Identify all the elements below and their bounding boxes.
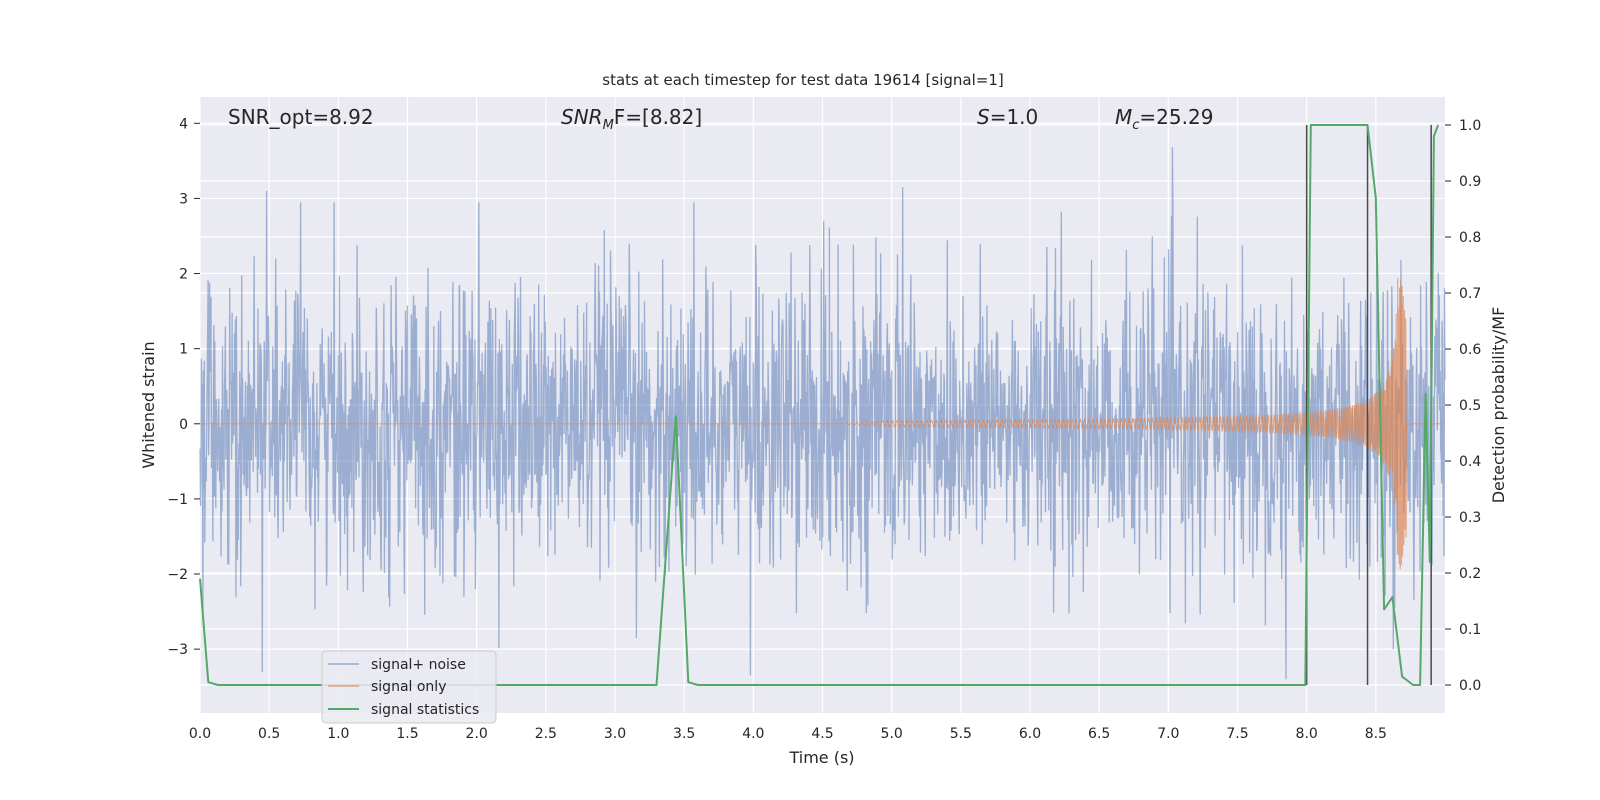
y-tick-label-left: −2 xyxy=(167,567,188,583)
x-tick-label: 4.5 xyxy=(811,726,833,742)
line-signal-plus-noise xyxy=(199,147,1446,680)
legend-label-signal: signal only xyxy=(371,679,446,695)
y-tick-label-left: 1 xyxy=(179,342,188,358)
x-tick-label: 5.0 xyxy=(881,726,903,742)
y-tick-label-right: 0.8 xyxy=(1459,230,1481,246)
y-tick-label-left: 0 xyxy=(179,417,188,433)
y-tick-label-left: −3 xyxy=(167,642,188,658)
x-tick-label: 8.0 xyxy=(1296,726,1318,742)
left-axis-ticks: 4 3 2 1 0 −1 −2 −3 xyxy=(167,116,200,658)
y-tick-label-right: 0.3 xyxy=(1459,510,1481,526)
x-tick-label: 3.5 xyxy=(673,726,695,742)
y-tick-label-right: 0.1 xyxy=(1459,622,1481,638)
y-tick-label-right: 0.7 xyxy=(1459,286,1481,302)
legend-label-statistics: signal statistics xyxy=(371,702,479,718)
legend-box xyxy=(321,650,497,724)
x-tick-label: 2.5 xyxy=(535,726,557,742)
annotation-mc: Mc=25.29 xyxy=(1115,105,1213,133)
series-signal-plus-noise xyxy=(199,147,1446,680)
series-signal-statistics xyxy=(199,124,1440,686)
line-signal-only xyxy=(200,278,1445,570)
y-tick-label-left: 4 xyxy=(179,116,188,132)
x-axis-label: Time (s) xyxy=(788,748,854,767)
y-tick-label-left: −1 xyxy=(167,492,188,508)
x-tick-label: 1.5 xyxy=(396,726,418,742)
annotation-snr-mf: SNRMF=[8.82] xyxy=(561,105,702,133)
x-tick-label: 3.0 xyxy=(604,726,626,742)
x-tick-label: 6.0 xyxy=(1019,726,1041,742)
x-tick-label: 0.0 xyxy=(189,726,211,742)
legend: signal+ noise signal only signal statist… xyxy=(321,650,497,724)
y-tick-label-right: 1.0 xyxy=(1459,118,1481,134)
x-tick-label: 0.5 xyxy=(258,726,280,742)
x-tick-label: 8.5 xyxy=(1365,726,1387,742)
y-tick-label-left: 2 xyxy=(179,267,188,283)
chart-title: stats at each timestep for test data 196… xyxy=(602,71,1003,89)
legend-label-noise: signal+ noise xyxy=(371,657,466,673)
line-signal-statistics xyxy=(199,124,1440,686)
y-tick-label-right: 0.6 xyxy=(1459,342,1481,358)
y-tick-label-right: 0.2 xyxy=(1459,566,1481,582)
y-tick-label-right: 0.0 xyxy=(1459,678,1481,694)
y-tick-label-right: 0.5 xyxy=(1459,398,1481,414)
x-tick-label: 6.5 xyxy=(1088,726,1110,742)
y-axis-label-right: Detection probability/MF xyxy=(1489,307,1508,504)
y-tick-label-right: 0.4 xyxy=(1459,454,1481,470)
x-tick-label: 5.5 xyxy=(950,726,972,742)
right-axis-ticks: 1.0 0.9 0.8 0.7 0.6 0.5 0.4 0.3 0.2 0.1 0.0 xyxy=(1445,118,1481,694)
x-tick-label: 7.5 xyxy=(1226,726,1248,742)
annotation-snr-opt: SNR_opt=8.92 xyxy=(228,105,374,129)
x-tick-label: 7.0 xyxy=(1157,726,1179,742)
x-tick-label: 2.0 xyxy=(466,726,488,742)
y-axis-label-left: Whitened strain xyxy=(139,341,158,468)
y-tick-label-left: 3 xyxy=(179,191,188,207)
x-tick-label: 1.0 xyxy=(327,726,349,742)
y-tick-label-right: 0.9 xyxy=(1459,174,1481,190)
x-axis-ticks: 0.0 0.5 1.0 1.5 2.0 2.5 3.0 3.5 4.0 4.5 5.0 5.5 6.0 6… xyxy=(189,726,1387,742)
annotation-s: S=1.0 xyxy=(977,105,1038,129)
x-tick-label: 4.0 xyxy=(742,726,764,742)
series-signal-only xyxy=(200,278,1445,570)
